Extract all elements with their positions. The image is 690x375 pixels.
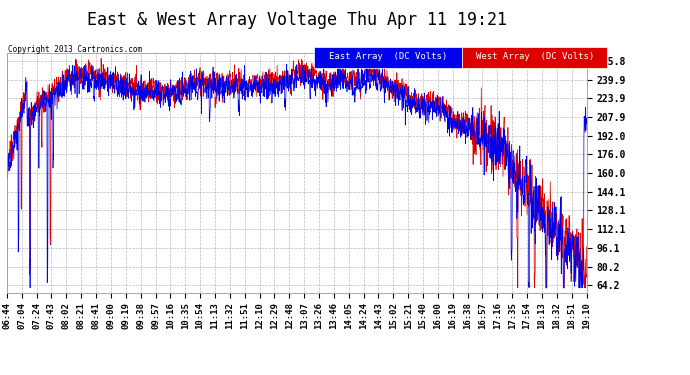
Text: West Array  (DC Volts): West Array (DC Volts) [475,52,594,61]
Text: Copyright 2013 Cartronics.com: Copyright 2013 Cartronics.com [8,45,142,54]
Text: East & West Array Voltage Thu Apr 11 19:21: East & West Array Voltage Thu Apr 11 19:… [87,11,506,29]
Text: East Array  (DC Volts): East Array (DC Volts) [328,52,447,61]
